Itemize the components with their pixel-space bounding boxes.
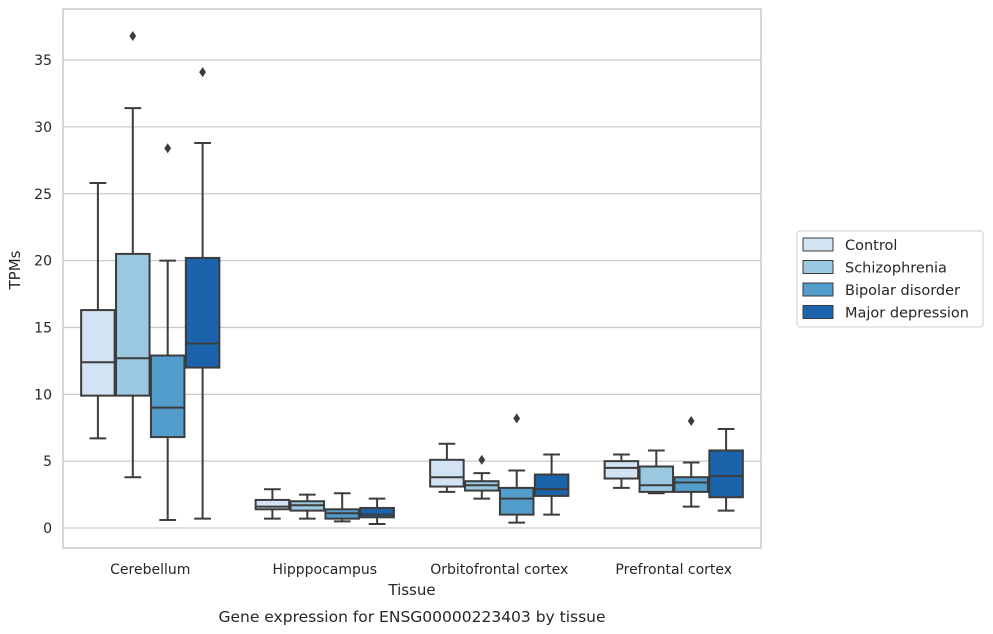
legend-label: Schizophrenia (845, 261, 947, 277)
box-body (359, 506, 395, 519)
box-body (708, 449, 744, 499)
series-bipolar-disorder (149, 143, 709, 524)
series-control (80, 182, 640, 520)
outlier-point (513, 413, 521, 424)
outlier-point (478, 454, 486, 465)
legend-item: Major depression (802, 305, 969, 322)
box-plot-series (80, 30, 744, 525)
box (80, 182, 116, 440)
legend-label: Major depression (845, 306, 969, 322)
box (324, 492, 360, 523)
box (464, 454, 500, 500)
box-body (149, 354, 186, 439)
box (115, 30, 151, 479)
chart-caption: Gene expression for ENSG00000223403 by t… (218, 608, 605, 626)
outlier-point (129, 30, 137, 41)
box (254, 488, 291, 520)
box (498, 413, 535, 524)
box (638, 449, 675, 495)
legend-item: Bipolar disorder (802, 282, 960, 299)
box (184, 67, 221, 520)
legend-swatch (802, 305, 834, 319)
box (603, 453, 640, 489)
outlier-point (687, 416, 695, 427)
legend-item: Control (802, 237, 897, 254)
box-body (603, 460, 640, 480)
box (359, 497, 395, 525)
box-body (254, 498, 291, 511)
y-tick-label: 15 (34, 320, 52, 336)
y-tick-label: 25 (34, 187, 52, 203)
box (429, 442, 465, 493)
legend-swatch (802, 282, 834, 297)
y-tick-label: 20 (34, 254, 52, 270)
legend-label: Bipolar disorder (845, 283, 960, 299)
box-body (638, 465, 675, 493)
x-tick-label: Hipppocampus (272, 562, 377, 578)
box-body (429, 458, 465, 488)
x-tick-label: Orbitofrontal cortex (430, 562, 568, 578)
series-major-depression (184, 67, 744, 525)
y-tick-label: 5 (43, 454, 52, 470)
y-axis-ticks: 0 5 10 15 20 25 30 35 (34, 53, 52, 537)
y-tick-label: 0 (43, 521, 52, 537)
y-tick-label: 30 (34, 120, 52, 136)
outlier-point (164, 143, 172, 154)
plot-area-border (62, 8, 762, 549)
legend: Control Schizophrenia Bipolar disorder Majo… (796, 230, 984, 328)
x-axis-label: Tissue (387, 581, 435, 599)
x-axis-ticks: Cerebellum Hipppocampus Orbitofrontal cort… (110, 562, 732, 578)
legend-item: Schizophrenia (802, 260, 947, 277)
outlier-point (199, 67, 206, 78)
legend-label: Control (845, 238, 897, 254)
legend-swatch (802, 260, 834, 274)
box (533, 453, 570, 516)
y-tick-label: 35 (34, 53, 52, 69)
box (673, 416, 709, 508)
box (289, 493, 326, 520)
box (149, 143, 186, 521)
box-body (533, 473, 570, 497)
y-tick-label: 10 (34, 387, 52, 403)
x-tick-label: Prefrontal cortex (615, 562, 732, 578)
box-body (498, 486, 535, 516)
legend-frame (796, 230, 984, 328)
box-body (80, 309, 116, 397)
box (708, 428, 744, 512)
y-axis-label: TPMs (6, 250, 24, 290)
box-body (673, 476, 709, 493)
series-schizophrenia (115, 30, 675, 520)
box-body (184, 256, 221, 369)
box-body (115, 252, 151, 397)
legend-swatch (802, 237, 834, 252)
x-tick-label: Cerebellum (110, 562, 190, 578)
